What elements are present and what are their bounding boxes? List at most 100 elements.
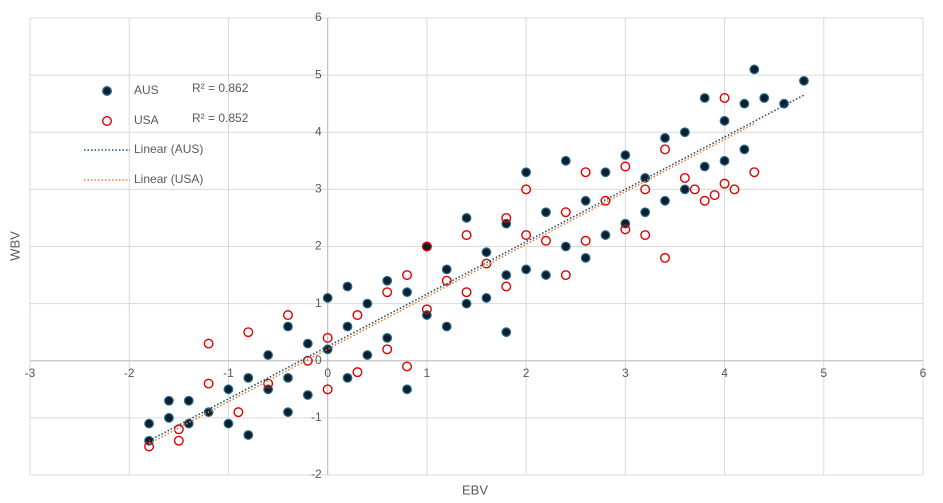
point [302, 390, 313, 400]
point [322, 384, 333, 395]
point [521, 264, 532, 275]
point [223, 384, 234, 395]
x-tick-label: -1 [223, 366, 234, 380]
point [461, 287, 472, 298]
point [243, 372, 254, 383]
point [739, 98, 750, 109]
point [620, 150, 631, 161]
y-tick-label: 5 [315, 67, 322, 81]
x-tick-label: 2 [523, 366, 530, 380]
point [402, 270, 413, 281]
point [481, 247, 492, 258]
x-tick-label: 0 [324, 366, 331, 380]
legend-marker [101, 115, 112, 126]
y-tick-label: -2 [311, 467, 322, 481]
point [501, 281, 512, 292]
point [461, 213, 472, 223]
point [521, 184, 532, 195]
point [183, 395, 194, 406]
point [144, 441, 155, 452]
point [362, 298, 373, 309]
point [640, 230, 651, 241]
x-axis-title: EBV [462, 482, 488, 497]
point [441, 264, 452, 275]
point [560, 207, 571, 218]
series-usa [144, 92, 760, 452]
point [183, 418, 194, 429]
point [173, 435, 184, 446]
y-tick-label: -1 [311, 410, 322, 424]
point [481, 293, 492, 303]
legend-label: USA [134, 113, 159, 127]
point [679, 184, 690, 195]
trendline [148, 122, 755, 445]
point [719, 92, 730, 103]
y-tick-label: 4 [315, 124, 322, 138]
point [501, 212, 512, 223]
point [600, 230, 611, 240]
point [352, 310, 363, 321]
point [382, 275, 393, 286]
point [719, 155, 730, 166]
point [322, 293, 333, 303]
x-tick-label: 5 [820, 366, 827, 380]
point [709, 190, 720, 201]
point [600, 195, 611, 206]
point [144, 418, 154, 429]
y-tick-label: 0 [315, 353, 322, 367]
point [322, 344, 333, 355]
point [679, 127, 690, 138]
point [541, 207, 551, 218]
point [203, 378, 214, 389]
point [560, 270, 571, 281]
point [441, 275, 452, 286]
point [541, 270, 551, 280]
x-tick-label: 1 [424, 366, 431, 380]
point [739, 144, 750, 155]
point [580, 195, 591, 206]
point [749, 64, 760, 75]
point [263, 350, 274, 360]
point [441, 321, 452, 332]
point [679, 172, 690, 183]
point [501, 327, 512, 338]
point [362, 350, 373, 360]
y-axis-title: WBV [7, 231, 22, 261]
point [779, 98, 789, 109]
legend-marker [101, 85, 112, 96]
point [223, 418, 234, 429]
point [699, 161, 710, 172]
point [322, 332, 333, 343]
point [799, 75, 809, 86]
point [560, 155, 571, 166]
point [521, 230, 532, 241]
point [402, 361, 413, 372]
point [243, 327, 254, 338]
legend-label: AUS [134, 83, 159, 97]
point [521, 167, 532, 178]
point [719, 178, 730, 189]
point [164, 395, 174, 406]
point [729, 184, 740, 195]
point [620, 161, 631, 172]
y-tick-label: 1 [315, 296, 322, 310]
point [402, 384, 412, 395]
point [759, 93, 770, 103]
point [282, 310, 293, 321]
point [640, 184, 651, 195]
point [283, 407, 293, 418]
point [342, 372, 353, 383]
point [660, 252, 671, 263]
point [749, 167, 760, 178]
point [660, 195, 670, 206]
x-tick-label: 4 [721, 366, 728, 380]
point [699, 93, 710, 103]
point [283, 372, 293, 383]
point [461, 298, 472, 309]
y-tick-label: 3 [315, 182, 322, 196]
series-aus [144, 64, 809, 446]
point [402, 287, 412, 298]
point [461, 230, 472, 241]
r2-label: R² = 0.862 [192, 81, 249, 95]
